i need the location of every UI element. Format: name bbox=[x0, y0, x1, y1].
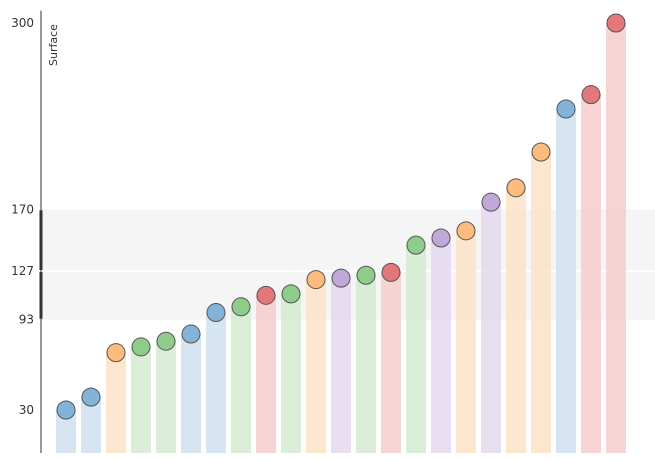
bar bbox=[81, 397, 101, 453]
point bbox=[256, 285, 276, 305]
bar bbox=[556, 109, 576, 453]
point bbox=[581, 85, 601, 105]
point bbox=[506, 178, 526, 198]
point bbox=[106, 343, 126, 363]
point bbox=[306, 270, 326, 290]
bar bbox=[431, 238, 451, 453]
bar bbox=[481, 202, 501, 453]
bar bbox=[506, 187, 526, 454]
y-tick-label: 300 bbox=[11, 16, 34, 30]
y-tick-label: 170 bbox=[11, 202, 34, 216]
point bbox=[331, 268, 351, 288]
band-axis-marker-0 bbox=[39, 271, 43, 319]
band-1 bbox=[41, 209, 655, 271]
y-tick-label: 93 bbox=[19, 313, 34, 327]
bar bbox=[181, 334, 201, 453]
point bbox=[81, 387, 101, 407]
bar bbox=[281, 293, 301, 453]
point bbox=[456, 221, 476, 241]
bars bbox=[56, 23, 626, 454]
bar bbox=[156, 341, 176, 453]
point bbox=[156, 331, 176, 351]
bar bbox=[231, 306, 251, 453]
bar bbox=[256, 295, 276, 453]
bar bbox=[306, 279, 326, 453]
point bbox=[431, 228, 451, 248]
point bbox=[381, 262, 401, 282]
bar bbox=[131, 346, 151, 453]
y-tick-label: 127 bbox=[11, 264, 34, 278]
point bbox=[406, 235, 426, 255]
point bbox=[531, 142, 551, 162]
y-axis-label: Surface bbox=[47, 24, 60, 66]
points bbox=[56, 13, 626, 420]
point bbox=[206, 303, 226, 323]
bar bbox=[606, 23, 626, 453]
bar bbox=[381, 272, 401, 453]
point bbox=[181, 324, 201, 344]
bar bbox=[456, 230, 476, 453]
point bbox=[131, 337, 151, 357]
point bbox=[481, 192, 501, 212]
bar bbox=[406, 245, 426, 453]
y-axis: Surface bbox=[39, 10, 60, 453]
point bbox=[606, 13, 626, 33]
bar bbox=[206, 312, 226, 453]
bar bbox=[56, 410, 76, 453]
bar bbox=[356, 275, 376, 453]
bar bbox=[331, 278, 351, 453]
bar bbox=[106, 352, 126, 453]
y-tick-label: 30 bbox=[19, 403, 34, 417]
point bbox=[556, 99, 576, 119]
y-ticks: 30 93 127 170 300 bbox=[11, 16, 34, 417]
point bbox=[281, 284, 301, 304]
bar bbox=[531, 152, 551, 453]
point bbox=[356, 265, 376, 285]
point bbox=[56, 400, 76, 420]
bar bbox=[581, 94, 601, 454]
band-axis-marker-1 bbox=[39, 210, 43, 270]
point bbox=[231, 297, 251, 317]
